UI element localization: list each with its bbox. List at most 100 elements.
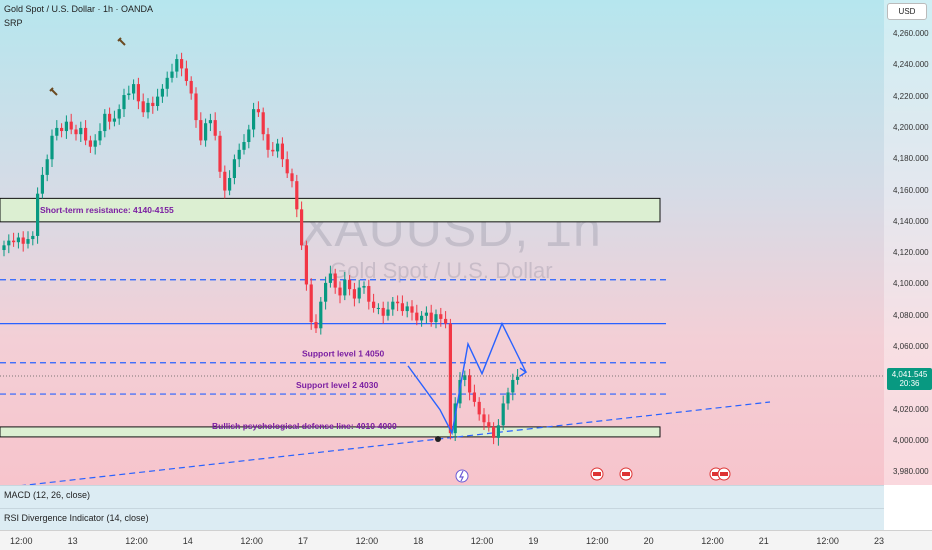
time-tick-label: 13	[67, 536, 78, 546]
candle-body	[156, 96, 160, 107]
candle-body	[386, 309, 390, 316]
price-chart[interactable]: Short-term resistance: 4140-4155 Bullish …	[0, 0, 932, 485]
candle-body	[271, 149, 275, 152]
candle	[391, 296, 395, 316]
candle-body	[405, 306, 409, 312]
candle-body	[160, 88, 164, 97]
candle-body	[21, 237, 25, 244]
currency-button[interactable]: USD	[887, 3, 927, 20]
zone-label: Bullish psychological defense line: 4010…	[212, 421, 397, 431]
candle-body	[194, 93, 198, 121]
candle-body	[276, 143, 280, 152]
lightning-circle	[455, 469, 469, 483]
event-flag-icon	[717, 467, 731, 481]
candle-body	[487, 422, 491, 427]
flag-stripe	[712, 472, 720, 476]
candle-body	[448, 323, 452, 434]
lightning-glyph	[459, 470, 464, 482]
time-tick-label: 12:00	[240, 536, 263, 546]
candle-body	[16, 237, 20, 243]
candle	[314, 314, 318, 333]
candle-body	[468, 375, 472, 393]
candle	[69, 113, 73, 135]
candle-body	[36, 193, 40, 236]
candle	[386, 301, 390, 321]
candle	[266, 127, 270, 158]
indicator-label[interactable]: SRP	[4, 18, 23, 28]
candle	[300, 201, 304, 251]
price-tick-label: 4,160.000	[893, 185, 929, 195]
symbol-title[interactable]: Gold Spot / U.S. Dollar · 1h · OANDA	[4, 4, 154, 14]
candle-body	[146, 102, 150, 113]
candle-body	[343, 279, 347, 296]
candle	[280, 137, 284, 168]
candle	[79, 121, 83, 143]
candle	[16, 232, 20, 249]
candle-body	[232, 159, 236, 179]
candle	[276, 138, 280, 158]
candle-body	[290, 173, 294, 182]
candle	[74, 124, 78, 141]
candle	[295, 174, 299, 218]
time-axis[interactable]: 12:00 13 12:00 14 12:00 17 12:00 18 12:00 19 12:00…	[0, 530, 932, 550]
candle	[492, 422, 496, 445]
projection-arrowhead	[519, 367, 528, 377]
candle-body	[376, 307, 380, 309]
rising-trendline	[21, 401, 771, 485]
event-flag-icon	[619, 467, 633, 481]
candle	[228, 170, 232, 196]
candle	[415, 304, 419, 326]
candle	[208, 113, 212, 132]
candle	[338, 281, 342, 304]
candle	[242, 134, 246, 155]
candle-body	[391, 301, 395, 310]
candle	[93, 134, 97, 155]
candle-body	[213, 120, 217, 136]
candle	[199, 112, 203, 146]
macd-pane[interactable]: MACD (12, 26, close)	[0, 485, 884, 508]
bar-countdown: 20:36	[899, 379, 920, 388]
candle	[7, 234, 11, 254]
candle-body	[261, 112, 265, 135]
candle-body	[424, 312, 428, 316]
rsi-pane[interactable]: RSI Divergence Indicator (14, close)	[0, 508, 884, 531]
price-tick-label: 4,100.000	[893, 279, 929, 289]
flag-stripe	[622, 472, 630, 476]
candle	[448, 318, 452, 440]
candle-body	[184, 68, 188, 81]
candle-body	[189, 80, 193, 94]
candle-body	[55, 127, 59, 136]
time-tick-label: 18	[413, 536, 424, 546]
candle-body	[381, 307, 385, 316]
plot-background	[0, 0, 932, 485]
candle-body	[141, 101, 145, 113]
candle-body	[117, 109, 121, 119]
candle	[304, 240, 308, 291]
candle	[372, 293, 376, 313]
flag-stripe	[720, 472, 728, 476]
candle	[463, 370, 467, 387]
price-axis[interactable]: 3,980.0004,000.0004,020.0004,040.0004,06…	[884, 0, 932, 485]
time-tick-label: 14	[182, 536, 193, 546]
candle-body	[472, 392, 476, 402]
candle	[60, 123, 64, 138]
candle-body	[328, 273, 332, 283]
candle	[357, 279, 361, 304]
candle-body	[122, 95, 126, 110]
candle	[496, 419, 500, 446]
defense-zone	[0, 426, 661, 438]
resistance-zone	[0, 197, 661, 223]
flag-stripe	[593, 472, 601, 476]
candle-body	[501, 403, 505, 426]
candle-body	[295, 181, 299, 210]
candle	[247, 124, 251, 149]
candle-body	[40, 174, 44, 194]
candle-body	[511, 379, 515, 393]
candle-body	[348, 279, 352, 290]
time-tick-label: 21	[758, 536, 769, 546]
candle-body	[410, 306, 414, 313]
candle-body	[516, 376, 520, 380]
candle-body	[367, 286, 371, 302]
candle	[444, 311, 448, 329]
